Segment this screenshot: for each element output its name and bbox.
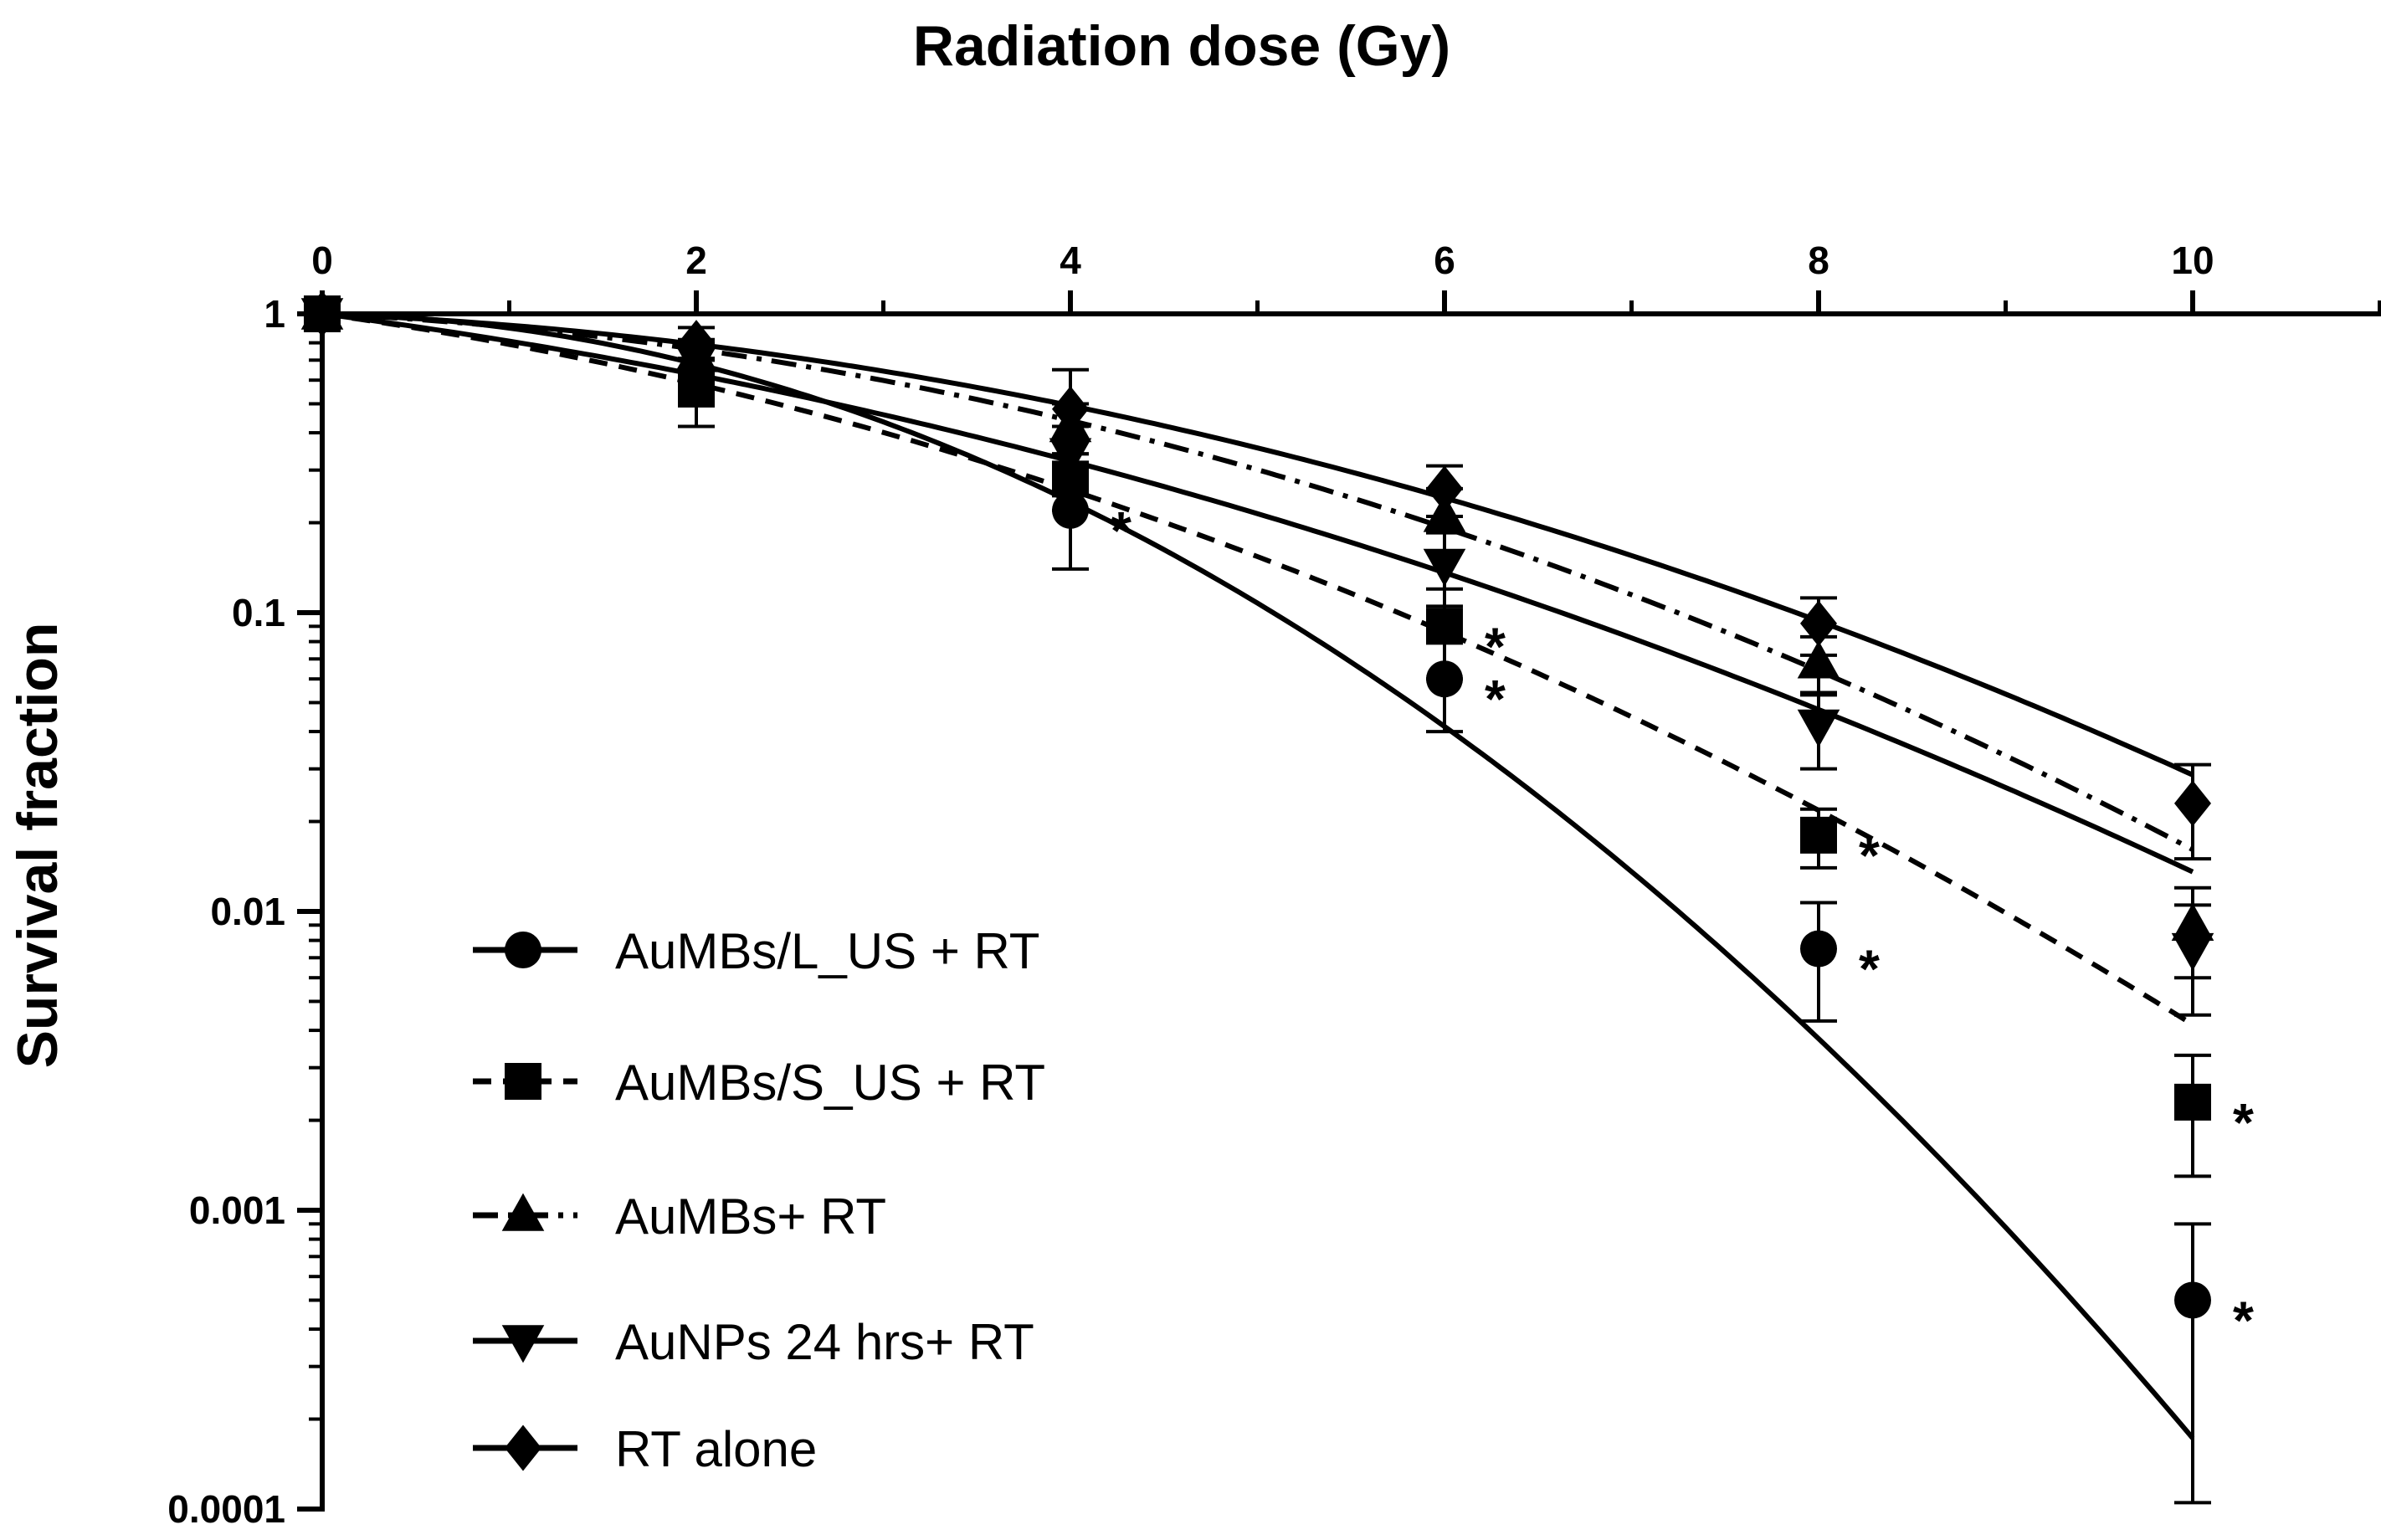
legend-marker xyxy=(501,1193,545,1231)
significance-star: * xyxy=(1485,616,1506,676)
x-tick-label: 6 xyxy=(1434,239,1455,282)
data-points xyxy=(300,290,2214,1319)
x-tick-label: 2 xyxy=(685,239,707,282)
data-point xyxy=(2174,780,2211,827)
legend-label: AuNPs 24 hrs+ RT xyxy=(615,1314,1034,1370)
significance-star: * xyxy=(2233,1290,2254,1350)
data-point xyxy=(1052,386,1089,433)
y-tick-label: 0.0001 xyxy=(167,1487,285,1531)
fit-curve xyxy=(321,311,2195,1440)
chart-title: Radiation dose (Gy) xyxy=(913,14,1450,78)
x-tick-label: 4 xyxy=(1060,239,1081,282)
x-tick-label: 8 xyxy=(1808,239,1829,282)
fit-curve xyxy=(321,311,2194,875)
data-point xyxy=(2174,1281,2211,1319)
data-point xyxy=(1049,438,1092,476)
legend-label: RT alone xyxy=(615,1421,817,1477)
y-tick-label: 1 xyxy=(264,292,285,336)
axes: 0 2 4 6 8 10 1 0.1 0.01 0.001 0.0001 xyxy=(167,239,2381,1531)
data-point xyxy=(1426,465,1463,512)
fit-curves xyxy=(321,311,2195,1440)
data-point xyxy=(1797,640,1840,679)
significance-star: * xyxy=(2233,1092,2254,1152)
significance-markers: ******* xyxy=(1111,501,2254,1351)
fit-curve xyxy=(321,311,2194,778)
legend-marker xyxy=(501,1325,545,1363)
data-point xyxy=(1800,600,1837,647)
fit-curve xyxy=(321,311,2194,852)
data-point xyxy=(1423,494,1466,532)
legend-label: AuMBs/S_US + RT xyxy=(615,1055,1045,1111)
data-point xyxy=(1052,491,1089,529)
data-point xyxy=(678,320,715,367)
data-point xyxy=(1797,709,1840,747)
significance-star: * xyxy=(1111,501,1131,561)
x-tick-label: 10 xyxy=(2171,239,2214,282)
fit-curve xyxy=(321,311,2194,1027)
data-point xyxy=(1800,816,1837,854)
legend-marker xyxy=(505,1424,541,1471)
data-point xyxy=(2171,902,2214,942)
y-tick-label: 0.01 xyxy=(210,890,285,933)
legend-marker xyxy=(505,1063,541,1100)
significance-star: * xyxy=(1859,939,1880,999)
data-point xyxy=(1800,930,1837,968)
data-point xyxy=(1423,548,1466,587)
data-point xyxy=(2174,1083,2211,1121)
x-tick-label: 0 xyxy=(311,239,333,282)
data-point xyxy=(304,290,341,337)
legend-label: AuMBs/L_US + RT xyxy=(615,923,1039,979)
significance-star: * xyxy=(1485,669,1506,729)
legend-marker xyxy=(505,932,541,968)
legend-label: AuMBs+ RT xyxy=(615,1188,886,1245)
data-point xyxy=(1426,608,1463,645)
y-tick-label: 0.001 xyxy=(189,1188,285,1232)
y-tick-label: 0.1 xyxy=(232,591,285,634)
significance-star: * xyxy=(1859,825,1880,886)
data-point xyxy=(2171,932,2214,972)
y-axis-label: Survival fraction xyxy=(6,623,69,1069)
data-point xyxy=(1426,660,1463,698)
legend: AuMBs/L_US + RT AuMBs/S_US + RT AuMBs+ RT A… xyxy=(473,923,1045,1477)
